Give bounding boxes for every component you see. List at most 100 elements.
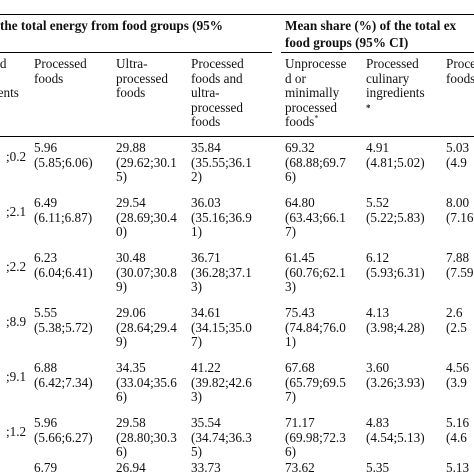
header-bottom-rule [0, 136, 474, 137]
table-cell: 5.55 [34, 305, 58, 320]
table-cell: 3) [191, 279, 202, 294]
table-cell: (28.80;30.3 [116, 429, 177, 445]
col-header-6: Process foods [446, 56, 474, 86]
table-cell: 6) [116, 389, 127, 404]
table-cell: 6) [285, 444, 296, 459]
table-cell: (35.16;36.9 [191, 209, 252, 225]
table-cell: (6.42;7.34) [34, 374, 93, 390]
col-header-0: ed r ients [0, 56, 19, 100]
table-cell: 34.35 [116, 360, 146, 375]
table-cell: 5) [191, 444, 202, 459]
table-cell: (3.98;4.28) [366, 319, 425, 335]
table-cell: 61.45 [285, 250, 315, 265]
table-cell: 3) [191, 389, 202, 404]
table-cell: 6) [285, 169, 296, 184]
table-cell: (5.38;5.72) [34, 319, 93, 335]
table-cell: 26.94 [116, 460, 146, 475]
table-cell: (69.98;72.3 [285, 429, 346, 445]
table-cell: (28.64;29.4 [116, 319, 177, 335]
group-header-right-line1: Mean share (%) of the total ex [285, 18, 457, 33]
table-cell: 73.62 [285, 460, 315, 475]
col-header-1: Processed foods [34, 56, 87, 86]
table-cell: (4.9 [446, 154, 467, 170]
table-cell: 29.06 [116, 305, 146, 320]
table-cell: 5.52 [366, 195, 390, 210]
table-cell: (4.54;5.13) [366, 429, 425, 445]
table-cell: 7) [285, 389, 296, 404]
table-cell: 9) [116, 334, 127, 349]
col-header-2: Ultra- processed foods [116, 56, 168, 100]
table-cell: (2.5 [446, 319, 467, 335]
table-cell: 7) [285, 224, 296, 239]
table-cell: 29.58 [116, 415, 146, 430]
table-cell: 6.49 [34, 195, 58, 210]
table-cell: 29.88 [116, 140, 146, 155]
table-cell: 4.13 [366, 305, 390, 320]
table-cell: (29.62;30.1 [116, 154, 177, 170]
table-cell: 0) [116, 224, 127, 239]
table-cell: (39.82;42.6 [191, 374, 252, 390]
group-header-left: the total energy from food groups (95% [0, 18, 223, 33]
table-cell: (34.74;36.3 [191, 429, 252, 445]
table-cell: 29.54 [116, 195, 146, 210]
table-cell: 5.13 [446, 460, 470, 475]
table-cell: 4.83 [366, 415, 390, 430]
table-cell: 41.22 [191, 360, 221, 375]
table-cell: 6.88 [34, 360, 58, 375]
table-cell: ;8.9 [6, 314, 27, 329]
table-cell: 5.96 [34, 140, 58, 155]
table-cell: (68.88;69.7 [285, 154, 346, 170]
table-cell: ;2.2 [6, 259, 27, 274]
table-cell: ;0.2 [6, 149, 27, 164]
table-cell: (63.43;66.1 [285, 209, 346, 225]
table-cell: 6.23 [34, 250, 58, 265]
table-cell: (34.15;35.0 [191, 319, 252, 335]
table-cell: 69.32 [285, 140, 315, 155]
header-group-rule-left [0, 52, 272, 53]
col-header-4: Unprocesse d or minimally processed food… [285, 56, 347, 129]
table-cell: (74.84;76.0 [285, 319, 346, 335]
table-cell: (6.11;6.87) [34, 209, 93, 225]
table-cell: 5.03 [446, 140, 470, 155]
top-rule [0, 14, 474, 15]
table-cell: 7) [191, 334, 202, 349]
table-cell: 9) [116, 279, 127, 294]
table-cell: 34.61 [191, 305, 221, 320]
col-header-3: Processed foods and ultra- processed foo… [191, 56, 244, 129]
table-cell: ;1.2 [6, 424, 27, 439]
table-cell: 5.16 [446, 415, 470, 430]
table-cell: 64.80 [285, 195, 315, 210]
footnote-mark: * [314, 113, 319, 123]
table-cell: (6.04;6.41) [34, 264, 93, 280]
table-cell: 8.00 [446, 195, 470, 210]
table-cell: 33.73 [191, 460, 221, 475]
table-cell: (4.81;5.02) [366, 154, 425, 170]
table-cell: (36.28;37.1 [191, 264, 252, 280]
table-cell: 3) [285, 279, 296, 294]
table-cell: 5) [116, 169, 127, 184]
table-cell: 3.60 [366, 360, 390, 375]
table-cell: 36.71 [191, 250, 221, 265]
table-cell: (28.69;30.4 [116, 209, 177, 225]
table-cell: 5.35 [366, 460, 390, 475]
table-cell: 67.68 [285, 360, 315, 375]
table-cell: 1) [285, 334, 296, 349]
table-cell: 6.79 [34, 460, 58, 475]
col-header-5-mark: * [366, 103, 371, 113]
table-cell: 35.84 [191, 140, 221, 155]
table-cell: 7.88 [446, 250, 470, 265]
header-group-rule-right [281, 52, 474, 53]
table-cell: (7.16 [446, 209, 474, 225]
table-cell: ;2.1 [6, 204, 27, 219]
table-cell: (5.22;5.83) [366, 209, 425, 225]
table-cell: (4.6 [446, 429, 467, 445]
table-cell: 4.91 [366, 140, 390, 155]
col-header-5: Processed culinary ingredients [366, 56, 425, 100]
table-cell: (3.26;3.93) [366, 374, 425, 390]
table-cell: (3.9 [446, 374, 467, 390]
table-cell: (5.93;6.31) [366, 264, 425, 280]
table-cell: 2) [191, 169, 202, 184]
table-cell: ;9.1 [6, 369, 27, 384]
table-cell: 5.96 [34, 415, 58, 430]
table-cell: 1) [191, 224, 202, 239]
